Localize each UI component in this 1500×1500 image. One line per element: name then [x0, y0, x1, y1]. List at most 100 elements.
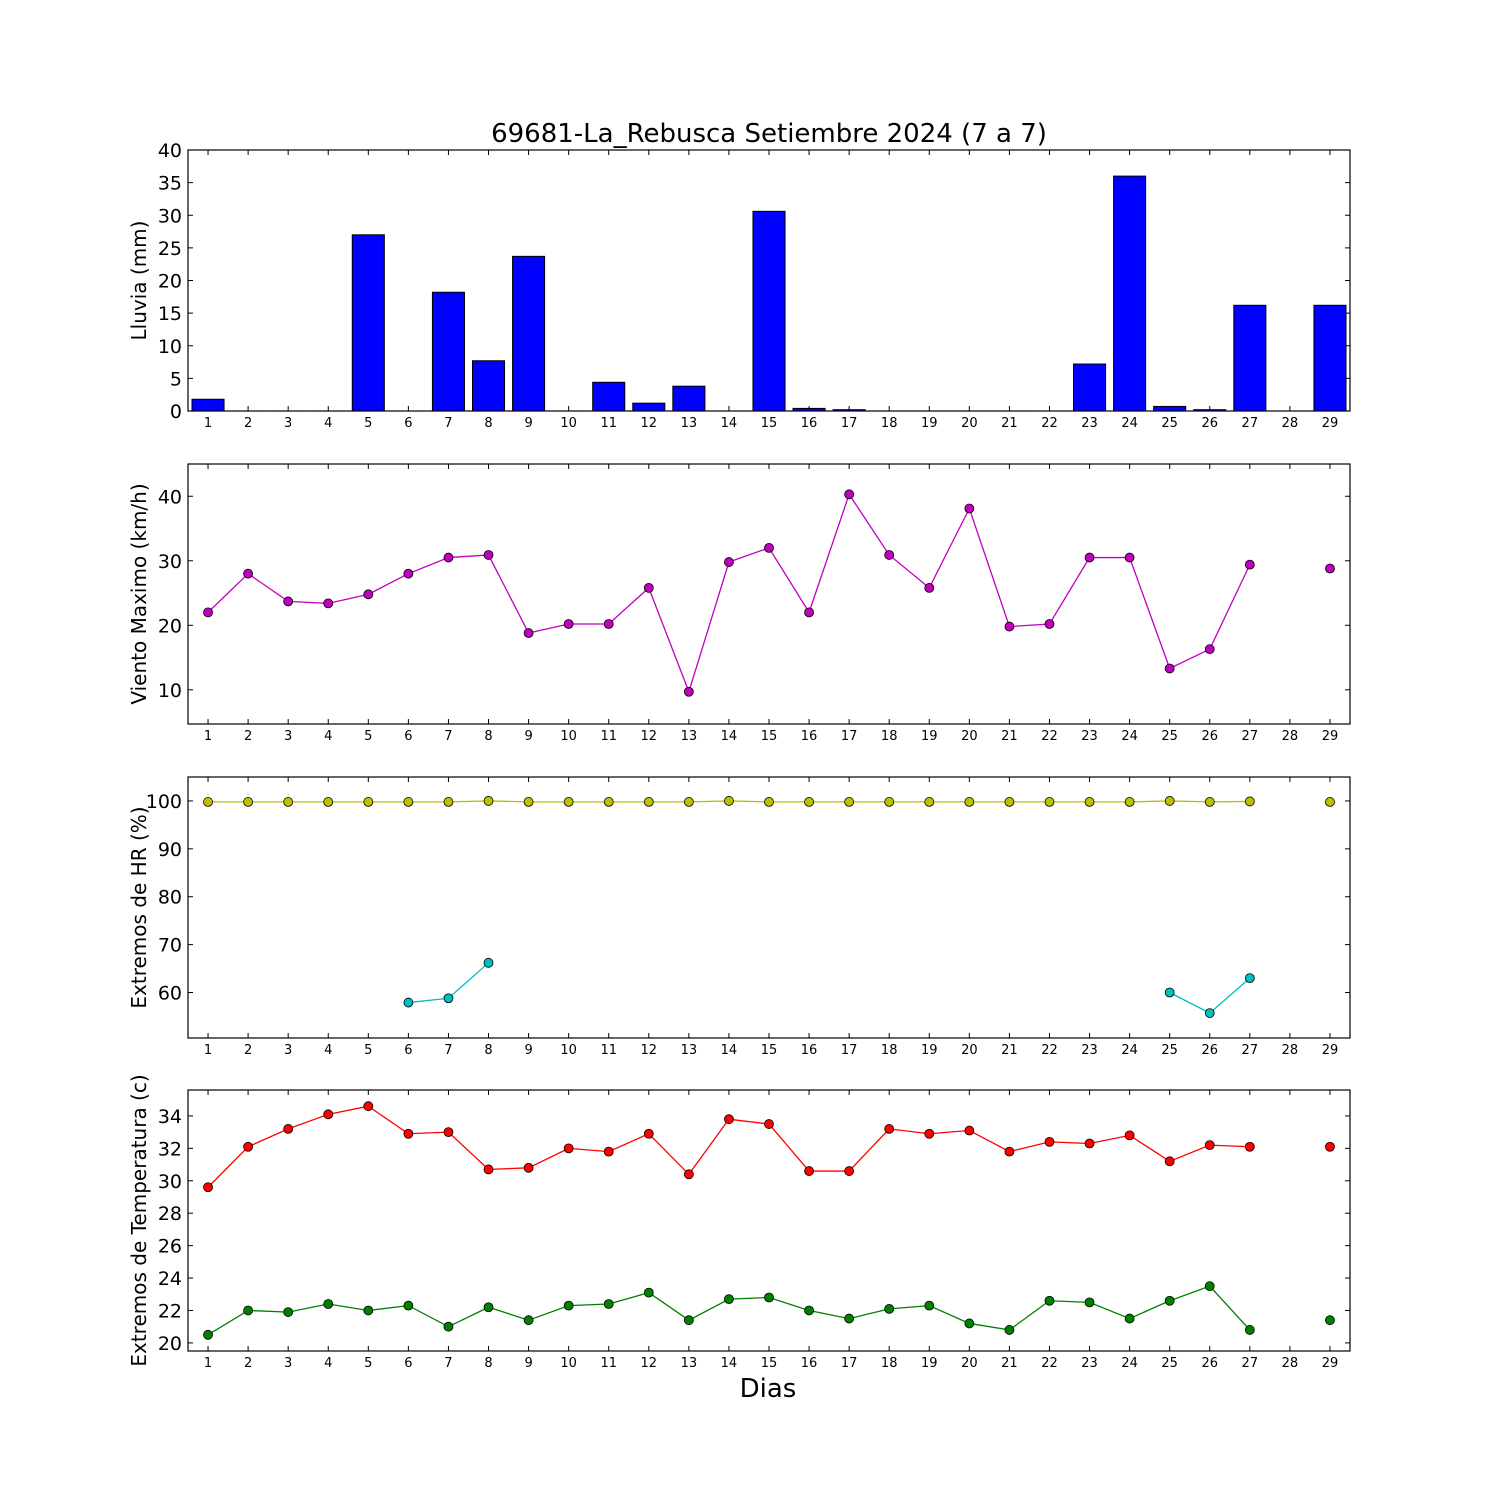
ytick-label-temperatura: 22: [158, 1300, 182, 1322]
ytick-label-hr: 90: [158, 839, 182, 861]
xtick-label-lluvia: 12: [641, 416, 658, 431]
ytick-label-lluvia: 15: [158, 303, 182, 325]
xtick-label-lluvia: 6: [404, 416, 412, 431]
bar-day-13: [672, 385, 706, 412]
point-hr-max-day-18: [884, 797, 895, 807]
xtick-label-temperatura: 7: [444, 1356, 452, 1371]
point-temperatura-max-day-29: [1325, 1141, 1335, 1152]
chart-title: 69681-La_Rebusca Setiembre 2024 (7 a 7): [491, 119, 1047, 149]
point-temperatura-max-day-21: [1004, 1146, 1015, 1157]
xtick-label-viento: 8: [484, 729, 492, 744]
point-hr-max-day-9: [523, 797, 534, 807]
point-hr-max-day-21: [1004, 797, 1015, 807]
ytick-label-viento: 10: [158, 680, 182, 702]
point-temperatura-min-day-5: [363, 1305, 374, 1316]
point-hr-max-day-13: [683, 797, 694, 807]
xtick-label-viento: 29: [1322, 729, 1339, 744]
xtick-label-hr: 9: [524, 1043, 532, 1058]
point-hr-max-day-4: [323, 797, 334, 807]
point-temperatura-max-day-22: [1044, 1136, 1055, 1147]
xtick-label-lluvia: 11: [600, 416, 617, 431]
xtick-label-hr: 16: [801, 1043, 818, 1058]
bar-day-7: [431, 291, 465, 412]
point-temperatura-min-day-23: [1084, 1297, 1095, 1308]
bar-day-15: [752, 210, 786, 412]
xtick-label-hr: 12: [641, 1043, 658, 1058]
xtick-label-lluvia: 7: [444, 416, 452, 431]
xtick-label-viento: 9: [524, 729, 532, 744]
xtick-label-temperatura: 12: [641, 1356, 658, 1371]
xtick-label-hr: 28: [1282, 1043, 1299, 1058]
xtick-label-hr: 6: [404, 1043, 412, 1058]
xtick-label-temperatura: 4: [324, 1356, 332, 1371]
point-temperatura-min-day-9: [523, 1315, 534, 1326]
xtick-label-hr: 24: [1121, 1043, 1138, 1058]
point-hr-max-day-26: [1204, 797, 1215, 807]
point-temperatura-max-day-3: [283, 1124, 294, 1134]
xtick-label-viento: 25: [1161, 729, 1178, 744]
bar-day-27: [1233, 304, 1267, 412]
xtick-label-lluvia: 2: [244, 416, 252, 431]
point-viento-line-day-9: [523, 628, 534, 638]
point-temperatura-min-day-21: [1004, 1325, 1015, 1335]
xtick-label-temperatura: 10: [560, 1356, 577, 1371]
point-temperatura-max-day-11: [603, 1146, 614, 1157]
point-temperatura-min-day-8: [483, 1302, 494, 1313]
point-viento-line-day-23: [1084, 552, 1095, 563]
point-temperatura-max-day-27: [1244, 1141, 1255, 1152]
point-hr-min-day-7: [443, 993, 454, 1004]
point-hr-min-day-26: [1204, 1008, 1215, 1018]
xtick-label-viento: 26: [1201, 729, 1218, 744]
point-temperatura-max-day-24: [1124, 1130, 1135, 1141]
xtick-label-viento: 17: [841, 729, 858, 744]
xtick-label-viento: 4: [324, 729, 332, 744]
xtick-label-viento: 7: [444, 729, 452, 744]
xtick-label-hr: 1: [204, 1043, 212, 1058]
point-viento-line-day-29: [1325, 563, 1335, 574]
xtick-label-lluvia: 5: [364, 416, 372, 431]
point-viento-line-day-7: [443, 552, 454, 563]
y-axis-label-hr: Extremos de HR (%): [127, 806, 151, 1008]
point-temperatura-max-day-6: [403, 1128, 414, 1139]
xtick-label-temperatura: 23: [1081, 1356, 1098, 1371]
point-temperatura-min-day-25: [1164, 1295, 1175, 1306]
point-hr-max-day-10: [563, 797, 574, 807]
ytick-label-viento: 40: [158, 486, 182, 508]
point-viento-line-day-15: [764, 542, 774, 553]
point-hr-max-day-15: [764, 797, 774, 807]
x-axis-label: Dias: [740, 1374, 797, 1404]
xtick-label-temperatura: 26: [1201, 1356, 1218, 1371]
xtick-label-lluvia: 26: [1201, 416, 1218, 431]
point-viento-line-day-8: [483, 550, 494, 560]
point-hr-max-day-7: [443, 797, 454, 807]
point-temperatura-min-day-3: [283, 1307, 294, 1317]
xtick-label-hr: 5: [364, 1043, 372, 1058]
point-temperatura-max-day-9: [523, 1162, 534, 1173]
bar-day-25: [1153, 405, 1187, 412]
xtick-label-lluvia: 8: [484, 416, 492, 431]
xtick-label-temperatura: 15: [761, 1356, 778, 1371]
xtick-label-lluvia: 3: [284, 416, 292, 431]
xtick-label-hr: 4: [324, 1043, 332, 1058]
xtick-label-temperatura: 2: [244, 1356, 252, 1371]
xtick-label-lluvia: 22: [1041, 416, 1058, 431]
xtick-label-viento: 13: [681, 729, 698, 744]
point-temperatura-max-day-10: [563, 1143, 574, 1154]
xtick-label-viento: 18: [881, 729, 898, 744]
point-viento-line-day-5: [363, 589, 374, 600]
point-hr-min-day-27: [1244, 973, 1255, 984]
point-temperatura-max-day-17: [844, 1166, 855, 1176]
point-hr-max-day-16: [804, 797, 814, 807]
xtick-label-hr: 23: [1081, 1043, 1098, 1058]
xtick-label-hr: 25: [1161, 1043, 1178, 1058]
xtick-label-temperatura: 24: [1121, 1356, 1138, 1371]
point-viento-line-day-27: [1244, 559, 1255, 570]
point-viento-line-day-1: [203, 607, 213, 618]
point-hr-max-day-24: [1124, 797, 1135, 807]
xtick-label-hr: 3: [284, 1043, 292, 1058]
xtick-label-temperatura: 13: [681, 1356, 698, 1371]
point-viento-line-day-20: [964, 503, 975, 514]
xtick-label-lluvia: 17: [841, 416, 858, 431]
